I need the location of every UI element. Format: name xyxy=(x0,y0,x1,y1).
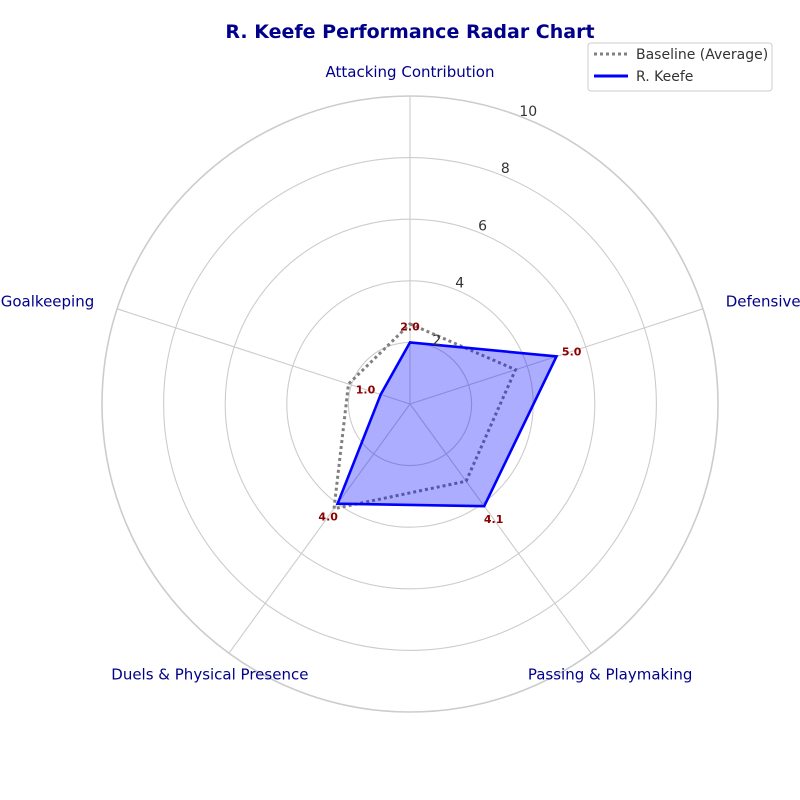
grid-spoke xyxy=(116,308,411,405)
legend-label-baseline: Baseline (Average) xyxy=(636,47,768,63)
radial-tick-label: 2 xyxy=(432,333,441,349)
radar-series xyxy=(332,322,559,511)
series-line xyxy=(332,322,518,511)
radial-tick-label: 4 xyxy=(455,276,464,292)
category-axis-label: Attacking Contribution xyxy=(326,63,495,81)
series-line xyxy=(335,341,559,508)
radial-tick-label: 10 xyxy=(519,104,537,120)
series-area-fill xyxy=(337,342,557,507)
grid-spoke xyxy=(228,403,411,654)
radial-tick-label: 6 xyxy=(478,218,487,234)
data-value-label: 2.0 xyxy=(400,320,420,333)
radar-labels: 2 4 6 8 10 Attacking Contribution Defensive Ca… xyxy=(0,63,800,684)
legend-label-keefe: R. Keefe xyxy=(636,69,693,85)
radial-tick-label: 8 xyxy=(501,161,510,177)
category-axis-label: Passing & Playmaking xyxy=(528,666,693,684)
radar-grid xyxy=(101,95,719,713)
data-value-label: 1.0 xyxy=(356,384,376,397)
data-value-label: 5.0 xyxy=(562,345,582,358)
category-axis-label: Defensive Capability xyxy=(726,292,800,310)
category-axis-label: Duels & Physical Presence xyxy=(111,666,308,684)
chart-legend: Baseline (Average) R. Keefe xyxy=(587,42,773,92)
data-value-label: 4.0 xyxy=(318,511,338,524)
data-value-label: 4.1 xyxy=(484,513,504,526)
grid-spoke xyxy=(409,403,592,654)
category-axis-label: Discipline & Goalkeeping xyxy=(0,292,94,310)
chart-title: R. Keefe Performance Radar Chart xyxy=(225,21,594,43)
legend-box xyxy=(587,42,773,92)
